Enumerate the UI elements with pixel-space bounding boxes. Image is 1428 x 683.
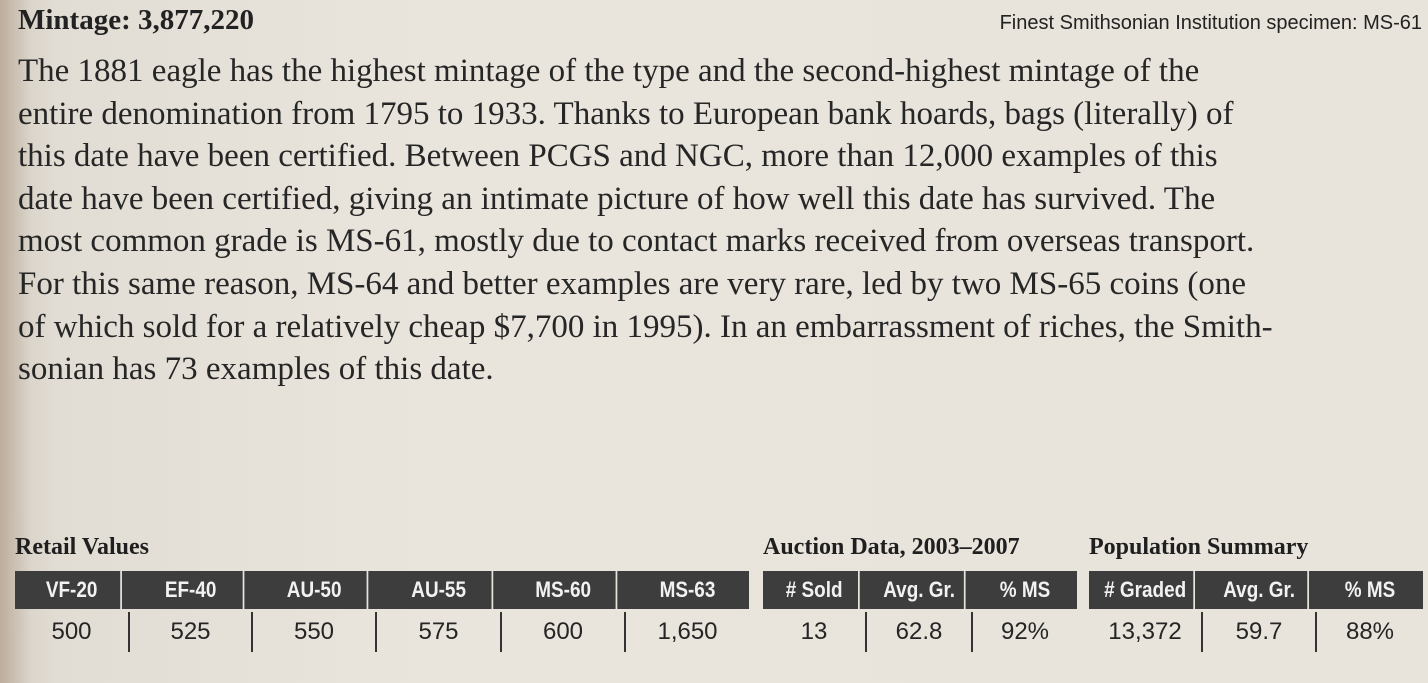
paragraph-line: this date have been certified. Between P… [18, 138, 1218, 175]
retail-value-cell: 600 [502, 612, 626, 652]
retail-header-cell: AU-50 [262, 571, 369, 609]
retail-header-cell: MS-60 [511, 571, 618, 609]
population-summary-data-row: 13,372 59.7 88% [1089, 612, 1423, 652]
auction-data-header-row: # Sold Avg. Gr. % MS [763, 571, 1077, 609]
paragraph-line: sonian has 73 examples of this date. [18, 351, 494, 388]
population-summary-header-row: # Graded Avg. Gr. % MS [1089, 571, 1423, 609]
retail-values-data-row: 500 525 550 575 600 1,650 [15, 612, 749, 652]
retail-value-cell: 525 [130, 612, 253, 652]
population-value-cell: 13,372 [1089, 612, 1203, 652]
paragraph-line: of which sold for a relatively cheap $7,… [18, 308, 1273, 345]
mintage-heading: Mintage: 3,877,220 [18, 4, 254, 36]
auction-data-data-row: 13 62.8 92% [763, 612, 1077, 652]
retail-header-cell: VF-20 [23, 571, 122, 609]
population-summary-title: Population Summary [1089, 534, 1309, 560]
population-value-cell: 59.7 [1203, 612, 1317, 652]
retail-header-cell: AU-55 [386, 571, 494, 609]
auction-value-cell: 92% [1000, 618, 1050, 645]
retail-values-header-row: VF-20 EF-40 AU-50 AU-55 MS-60 MS-63 [15, 571, 749, 609]
retail-value-cell: 500 [15, 612, 130, 652]
auction-value-cell: 62.8 [867, 612, 973, 652]
population-value-cell: 88% [1345, 618, 1395, 645]
auction-header-cell: % MS [999, 577, 1051, 602]
finest-specimen-note: Finest Smithsonian Institution specimen:… [999, 12, 1422, 34]
page-gutter-shadow [0, 0, 30, 683]
auction-header-cell: # Sold [770, 571, 860, 609]
paragraph-line: date have been certified, giving an inti… [18, 180, 1216, 217]
retail-value-cell: 1,650 [657, 618, 718, 645]
population-header-cell: # Graded [1097, 571, 1196, 609]
population-header-cell: Avg. Gr. [1211, 571, 1310, 609]
paragraph-line: The 1881 eagle has the highest mintage o… [18, 53, 1200, 89]
retail-value-cell: 550 [253, 612, 377, 652]
retail-header-cell: MS-63 [659, 577, 716, 602]
auction-data-title: Auction Data, 2003–2007 [763, 534, 1020, 560]
retail-header-cell: EF-40 [139, 571, 245, 609]
paragraph-line: For this same reason, MS-64 and better e… [18, 265, 1247, 302]
retail-values-title: Retail Values [15, 534, 150, 560]
retail-value-cell: 575 [377, 612, 502, 652]
population-header-cell: % MS [1344, 577, 1396, 602]
auction-value-cell: 13 [763, 612, 867, 652]
auction-header-cell: Avg. Gr. [874, 571, 966, 609]
description-paragraph: The 1881 eagle has the highest mintage o… [18, 50, 1428, 391]
paragraph-line: entire denomination from 1795 to 1933. T… [18, 95, 1234, 132]
paragraph-line: most common grade is MS-61, mostly due t… [18, 223, 1255, 260]
